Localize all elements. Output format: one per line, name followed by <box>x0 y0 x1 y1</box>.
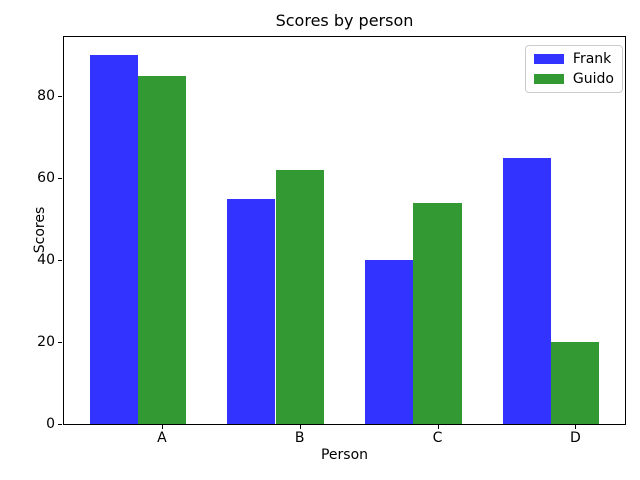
legend-swatch-guido <box>533 74 564 84</box>
legend-item: Guido <box>533 71 614 87</box>
x-tick <box>575 425 577 429</box>
chart-title: Scores by person <box>275 11 414 30</box>
y-tick-label: 80 <box>37 88 55 105</box>
bar-guido-b <box>275 170 324 424</box>
x-tick-label: B <box>294 430 305 446</box>
x-tick <box>299 425 301 429</box>
y-tick <box>58 260 62 262</box>
y-tick-label: 60 <box>37 170 55 187</box>
bar-guido-a <box>137 75 186 424</box>
plot-area: Frank Guido <box>63 36 626 425</box>
x-axis-label: Person <box>320 447 369 463</box>
bar-frank-d <box>503 157 552 424</box>
legend: Frank Guido <box>524 45 623 93</box>
bar-guido-c <box>413 202 462 424</box>
bar-frank-b <box>227 198 276 424</box>
x-tick <box>161 425 163 429</box>
bar-guido-d <box>551 342 600 424</box>
x-tick <box>437 425 439 429</box>
legend-label: Guido <box>572 71 614 87</box>
y-tick <box>58 424 62 425</box>
legend-item: Frank <box>533 51 614 67</box>
legend-swatch-frank <box>533 54 564 64</box>
x-tick-label: C <box>432 430 443 446</box>
bar-frank-c <box>365 260 414 424</box>
y-axis-label: Scores <box>32 206 48 254</box>
x-tick-label: D <box>570 430 581 446</box>
y-tick-label: 20 <box>37 334 55 351</box>
y-tick-label: 0 <box>46 416 55 432</box>
y-tick <box>58 96 62 98</box>
y-tick <box>58 178 62 180</box>
x-tick-label: A <box>157 430 167 446</box>
y-tick <box>58 342 62 344</box>
bar-frank-a <box>89 55 138 424</box>
y-tick-label: 40 <box>37 252 55 269</box>
legend-label: Frank <box>572 51 612 67</box>
